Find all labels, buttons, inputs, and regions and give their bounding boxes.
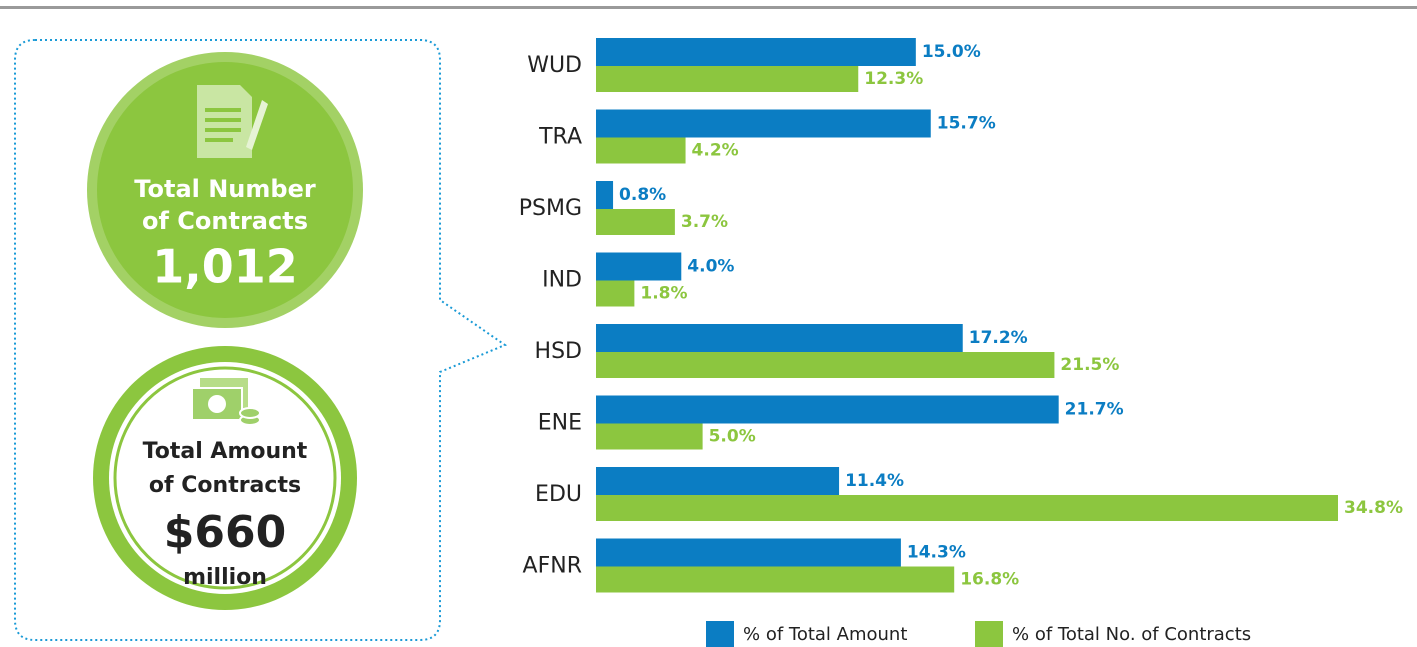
value-label: 4.2% [692,141,739,161]
bar [596,467,840,495]
contracts-line2: of Contracts [142,207,308,235]
bar [596,38,916,66]
category-label: HSD [535,339,582,364]
category-label: WUD [527,53,582,78]
amount-value: $660 [164,507,286,558]
value-label: 34.8% [1344,498,1403,518]
bar [596,324,963,352]
contracts-line1: Total Number [134,175,316,203]
bar [596,566,955,593]
value-label: 4.0% [687,257,734,277]
value-label: 15.0% [922,42,981,62]
amount-circle-inner [109,362,341,594]
bar [596,495,1338,521]
bar [596,66,859,92]
value-label: 5.0% [709,427,756,447]
value-label: 3.7% [681,212,728,232]
bar [596,137,686,164]
amount-unit: million [183,565,267,590]
value-label: 16.8% [960,570,1019,590]
value-label: 17.2% [969,328,1028,348]
document-icon [197,85,268,158]
legend-label: % of Total No. of Contracts [1012,624,1251,645]
value-label: 21.5% [1060,355,1119,375]
bar [596,352,1055,378]
top-rule [0,6,1417,9]
category-label: IND [542,268,582,293]
bar [596,395,1059,424]
value-label: 15.7% [937,114,996,134]
bar [596,209,675,235]
value-label: 21.7% [1065,400,1124,420]
bar [596,538,901,567]
money-icon [191,378,261,426]
amount-line2: of Contracts [149,473,301,498]
bar [596,109,931,138]
value-label: 0.8% [619,185,666,205]
category-label: TRA [538,125,582,150]
bar [596,181,614,209]
legend-swatch [706,621,734,647]
category-label: AFNR [523,554,582,579]
amount-line1: Total Amount [143,439,308,464]
category-label: ENE [538,411,582,436]
value-label: 1.8% [640,284,687,304]
bar [596,252,682,281]
value-label: 12.3% [864,69,923,89]
bar [596,280,635,307]
contracts-circle [97,62,353,318]
legend-swatch [975,621,1003,647]
value-label: 14.3% [907,543,966,563]
category-label: EDU [535,482,582,507]
value-label: 11.4% [845,471,904,491]
contracts-value: 1,012 [152,240,298,294]
bar [596,423,703,450]
legend-label: % of Total Amount [743,624,907,645]
category-label: PSMG [519,196,582,221]
amount-circle-line [113,366,337,590]
